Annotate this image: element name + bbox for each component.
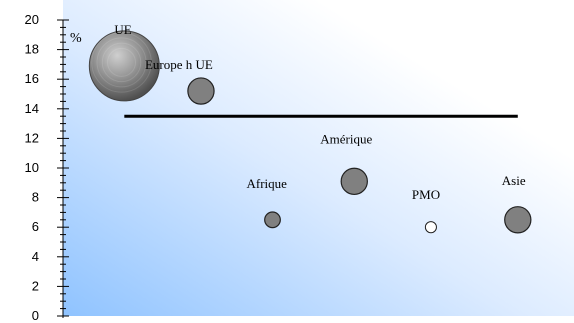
bubble-point — [88, 30, 160, 102]
y-tick-label: 8 — [32, 190, 39, 205]
bubble-layer — [88, 30, 532, 234]
bubble-point — [340, 167, 368, 196]
bubble-point — [504, 206, 532, 234]
y-tick-label: 18 — [25, 42, 39, 57]
bubble-label: PMO — [412, 187, 440, 202]
bubble-shading-ring — [107, 47, 137, 77]
y-axis: 0 2 4 6 8 10 12 14 16 18 20 — [25, 12, 69, 323]
bubble-label: Amérique — [320, 131, 372, 146]
y-tick-label: 0 — [32, 308, 39, 323]
bubble-label-layer: UE Europe h UE Amérique Afrique PMO Asie — [114, 22, 526, 202]
bubble-point — [424, 221, 437, 234]
bubble-label: Afrique — [247, 176, 288, 191]
bubble-label: Europe h UE — [145, 57, 213, 72]
bubble-shading-ring — [96, 37, 147, 88]
y-unit-label: % — [70, 31, 82, 46]
y-tick-label: 14 — [25, 101, 39, 116]
y-tick-label: 16 — [25, 71, 39, 86]
bubble-label: UE — [114, 22, 131, 37]
bubble-point — [187, 77, 215, 105]
y-tick-label: 12 — [25, 130, 39, 145]
y-tick-label: 10 — [25, 160, 39, 175]
y-tick-label: 6 — [32, 219, 39, 234]
y-tick-label: 4 — [32, 249, 39, 264]
bubble-label: Asie — [502, 173, 526, 188]
bubble-shading-ring — [101, 42, 142, 83]
bubble-point — [264, 211, 281, 229]
bubble-shading-ring — [91, 32, 152, 93]
y-tick-label: 20 — [25, 12, 39, 27]
y-tick-label: 2 — [32, 278, 39, 293]
